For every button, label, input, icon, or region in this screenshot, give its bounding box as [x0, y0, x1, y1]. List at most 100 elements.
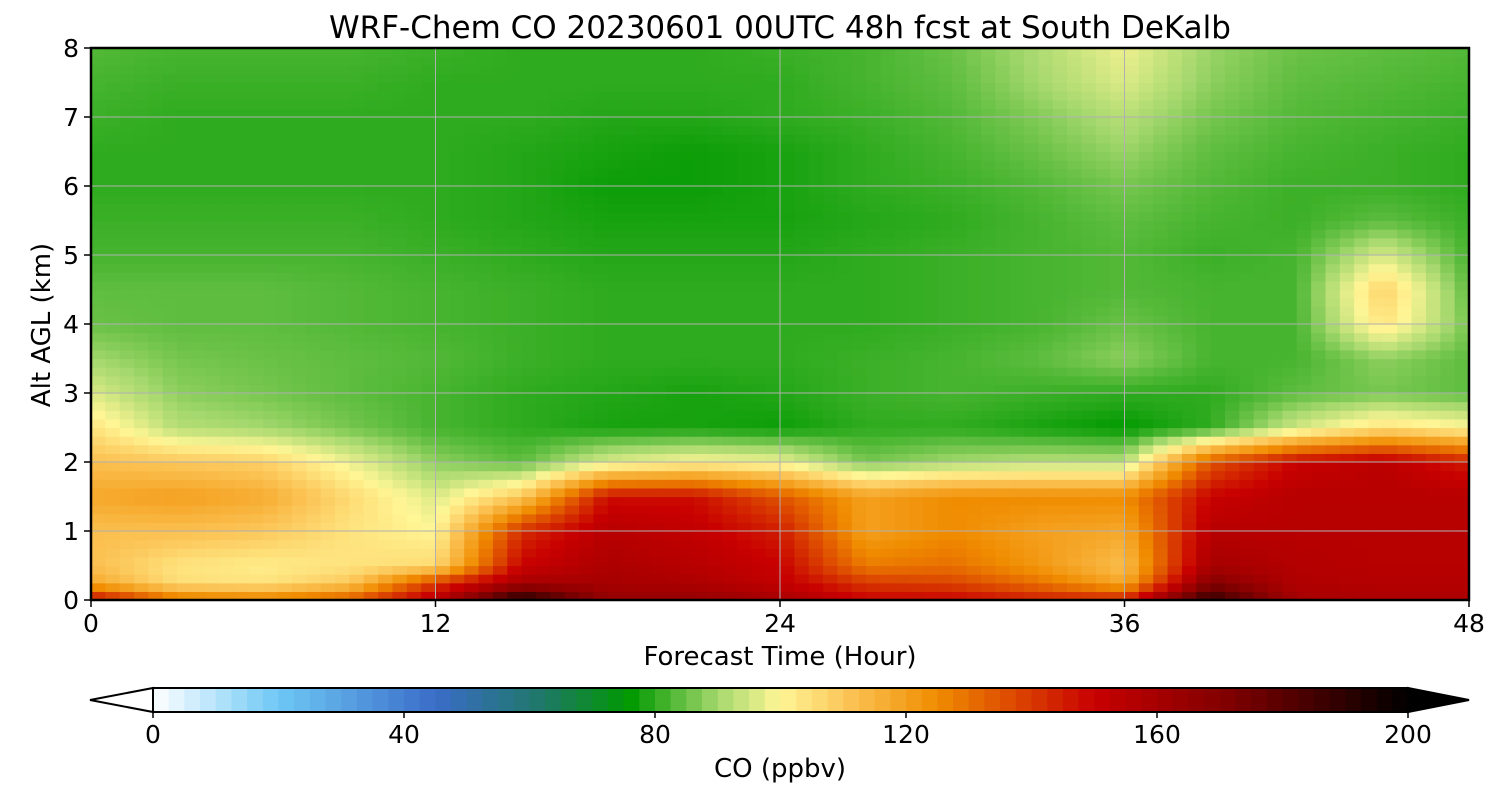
heatmap-cell — [1210, 289, 1226, 299]
heatmap-cell — [291, 453, 307, 463]
heatmap-cell — [607, 591, 623, 601]
heatmap-cell — [1167, 229, 1183, 239]
heatmap-cell — [1368, 401, 1384, 411]
heatmap-cell — [923, 410, 939, 420]
heatmap-cell — [1181, 522, 1197, 532]
heatmap-cell — [1454, 315, 1470, 325]
heatmap-cell — [722, 151, 738, 161]
heatmap-cell — [162, 194, 178, 204]
heatmap-cell — [923, 237, 939, 247]
heatmap-cell — [923, 272, 939, 282]
heatmap-cell — [105, 280, 121, 291]
heatmap-cell — [909, 574, 925, 584]
heatmap-cell — [1253, 289, 1269, 299]
heatmap-cell — [1411, 513, 1427, 523]
heatmap-cell — [392, 505, 408, 515]
heatmap-cell — [335, 531, 350, 541]
heatmap-cell — [148, 358, 164, 368]
heatmap-cell — [306, 324, 322, 334]
heatmap-cell — [1024, 203, 1039, 213]
heatmap-cell — [1268, 151, 1283, 161]
heatmap-cell — [550, 531, 566, 541]
heatmap-cell — [823, 324, 839, 334]
heatmap-cell — [1311, 246, 1327, 256]
heatmap-cell — [593, 177, 609, 187]
heatmap-cell — [119, 436, 135, 446]
heatmap-cell — [952, 332, 968, 342]
heatmap-cell — [521, 401, 537, 411]
heatmap-cell — [622, 410, 638, 420]
heatmap-cell — [1382, 263, 1398, 273]
heatmap-cell — [392, 582, 408, 592]
heatmap-cell — [263, 479, 279, 489]
heatmap-cell — [823, 453, 839, 463]
heatmap-cell — [1368, 289, 1384, 299]
heatmap-cell — [535, 194, 551, 204]
heatmap-cell — [119, 168, 135, 178]
heatmap-cell — [335, 237, 350, 247]
heatmap-cell — [1239, 194, 1255, 204]
heatmap-cell — [1196, 556, 1212, 567]
heatmap-cell — [162, 470, 178, 480]
heatmap-cell — [1196, 255, 1212, 265]
heatmap-cell — [277, 479, 293, 489]
heatmap-cell — [177, 453, 193, 463]
heatmap-cell — [1397, 203, 1413, 213]
heatmap-cell — [1311, 574, 1327, 584]
heatmap-cell — [808, 470, 824, 480]
heatmap-cell — [1382, 211, 1398, 222]
heatmap-cell — [1282, 522, 1298, 532]
heatmap-cell — [894, 160, 910, 170]
heatmap-cell — [837, 418, 853, 429]
heatmap-cell — [1425, 315, 1441, 325]
heatmap-cell — [1253, 444, 1269, 454]
heatmap-cell — [966, 444, 982, 454]
heatmap-cell — [1110, 263, 1126, 273]
heatmap-cell — [722, 229, 738, 239]
heatmap-cell — [636, 229, 652, 239]
heatmap-cell — [880, 168, 896, 178]
heatmap-cell — [263, 410, 279, 420]
heatmap-cell — [478, 341, 494, 351]
heatmap-cell — [1382, 289, 1398, 299]
heatmap-cell — [1009, 418, 1025, 429]
heatmap-cell — [1052, 479, 1068, 489]
heatmap-cell — [1397, 393, 1413, 403]
heatmap-cell — [291, 332, 307, 342]
heatmap-cell — [162, 556, 178, 567]
heatmap-cell — [1009, 203, 1025, 213]
heatmap-cell — [1339, 436, 1355, 446]
heatmap-cell — [1196, 531, 1212, 541]
heatmap-cell — [435, 462, 451, 472]
heatmap-cell — [349, 565, 365, 575]
heatmap-cell — [823, 565, 839, 575]
heatmap-cell — [306, 513, 322, 523]
heatmap-cell — [851, 470, 867, 480]
heatmap-cell — [593, 332, 609, 342]
heatmap-cell — [306, 367, 322, 377]
heatmap-cell — [1067, 487, 1083, 498]
heatmap-cell — [780, 367, 795, 377]
heatmap-cell — [148, 255, 164, 265]
heatmap-cell — [1181, 479, 1197, 489]
heatmap-cell — [866, 211, 882, 222]
heatmap-cell — [1268, 272, 1283, 282]
heatmap-cell — [191, 496, 207, 506]
heatmap-cell — [622, 453, 638, 463]
heatmap-cell — [736, 401, 752, 411]
heatmap-cell — [421, 556, 437, 567]
heatmap-cell — [1268, 315, 1283, 325]
heatmap-cell — [937, 539, 953, 549]
heatmap-cell — [1239, 513, 1255, 523]
heatmap-cell — [1167, 444, 1183, 454]
heatmap-cell — [220, 289, 236, 299]
heatmap-cell — [234, 496, 250, 506]
heatmap-cell — [320, 151, 336, 161]
heatmap-cell — [636, 462, 652, 472]
heatmap-cell — [449, 418, 465, 429]
heatmap-cell — [148, 479, 164, 489]
heatmap-cell — [1067, 341, 1083, 351]
heatmap-cell — [622, 470, 638, 480]
heatmap-cell — [320, 229, 336, 239]
heatmap-cell — [205, 565, 221, 575]
